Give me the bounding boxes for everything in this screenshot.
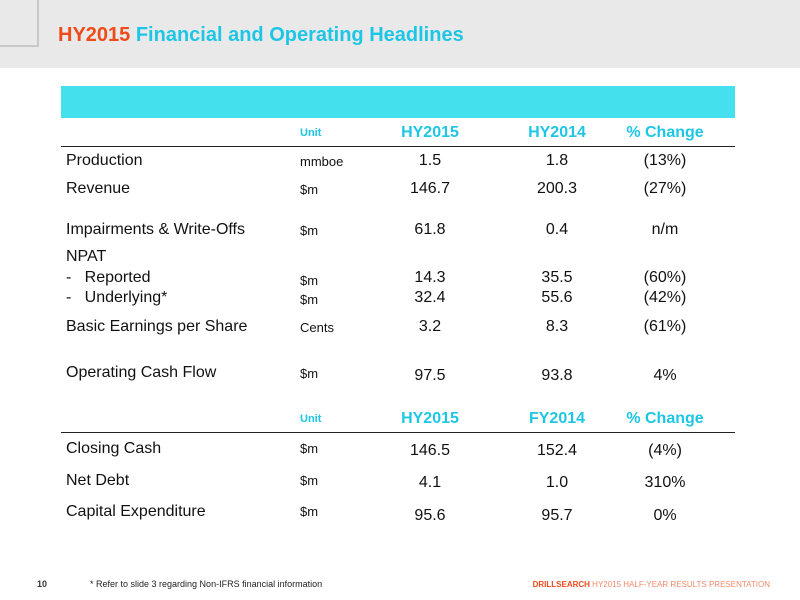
- row-unit-net-debt: $m: [300, 473, 319, 488]
- row-hy2015-underlying: 32.4: [414, 289, 446, 306]
- row-hy2015-closing-cash: 146.5: [409, 442, 451, 459]
- table1-header-col3: % Change: [626, 124, 704, 141]
- row-fy2014-net-debt: 1.0: [545, 474, 569, 491]
- table2-header-col2: FY2014: [528, 410, 586, 427]
- table-banner: [61, 86, 735, 118]
- row-unit-impairments: $m: [300, 223, 319, 238]
- row-change-reported: (60%): [643, 269, 687, 286]
- row-hy2014-production: 1.8: [545, 152, 569, 169]
- table1-header-col1: HY2015: [401, 124, 459, 141]
- row-unit-revenue: $m: [300, 182, 319, 197]
- row-unit-ocf: $m: [300, 366, 319, 381]
- row-hy2015-capex: 95.6: [414, 507, 446, 524]
- row-change-net-debt: 310%: [644, 474, 686, 491]
- row-hy2015-impairments: 61.8: [414, 221, 446, 238]
- row-hy2014-eps: 8.3: [545, 318, 569, 335]
- row-hy2015-revenue: 146.7: [409, 180, 451, 197]
- row-label-closing-cash: Closing Cash: [66, 440, 162, 457]
- table1-header-rule: [61, 146, 735, 147]
- row-hy2014-ocf: 93.8: [541, 367, 573, 384]
- table2-header-rule: [61, 432, 735, 433]
- row-change-impairments: n/m: [651, 221, 679, 238]
- row-hy2014-revenue: 200.3: [536, 180, 578, 197]
- header-band: [0, 0, 800, 68]
- corner-mark-horizontal: [0, 45, 39, 47]
- corner-mark-vertical: [37, 0, 39, 46]
- row-hy2015-net-debt: 4.1: [418, 474, 442, 491]
- row-label-npat: NPAT: [66, 248, 107, 265]
- row-change-capex: 0%: [653, 507, 677, 524]
- row-unit-production: mmboe: [300, 154, 344, 169]
- page-title: HY2015 Financial and Operating Headlines: [58, 24, 464, 47]
- row-label-revenue: Revenue: [66, 180, 131, 197]
- title-main: Financial and Operating Headlines: [130, 24, 464, 46]
- brand-name: DRILLSEARCH: [532, 580, 590, 589]
- row-change-eps: (61%): [643, 318, 687, 335]
- row-label-underlying: - Underlying*: [66, 289, 168, 306]
- row-unit-eps: Cents: [300, 320, 334, 335]
- table1-header-unit: Unit: [300, 127, 322, 139]
- row-label-eps: Basic Earnings per Share: [66, 318, 248, 335]
- row-unit-underlying: $m: [300, 292, 319, 307]
- row-hy2014-reported: 35.5: [541, 269, 573, 286]
- row-fy2014-capex: 95.7: [541, 507, 573, 524]
- row-label-impairments: Impairments & Write-Offs: [66, 221, 245, 238]
- row-label-net-debt: Net Debt: [66, 472, 130, 489]
- row-hy2014-underlying: 55.6: [541, 289, 573, 306]
- row-unit-capex: $m: [300, 504, 319, 519]
- presentation-name: HY2015 HALF-YEAR RESULTS PRESENTATION: [589, 580, 770, 589]
- row-change-ocf: 4%: [653, 367, 677, 384]
- table2-header-col3: % Change: [626, 410, 704, 427]
- row-unit-reported: $m: [300, 273, 319, 288]
- row-unit-closing-cash: $m: [300, 441, 319, 456]
- table2-header-col1: HY2015: [401, 410, 459, 427]
- row-change-closing-cash: (4%): [648, 442, 682, 459]
- row-hy2015-ocf: 97.5: [414, 367, 446, 384]
- row-label-reported: - Reported: [66, 269, 151, 286]
- row-change-revenue: (27%): [643, 180, 687, 197]
- row-change-underlying: (42%): [643, 289, 687, 306]
- row-hy2015-production: 1.5: [418, 152, 442, 169]
- row-hy2015-reported: 14.3: [414, 269, 446, 286]
- footnote: * Refer to slide 3 regarding Non-IFRS fi…: [90, 579, 323, 589]
- row-label-ocf: Operating Cash Flow: [66, 364, 217, 381]
- table2-header-unit: Unit: [300, 413, 322, 425]
- brand-footer: DRILLSEARCH HY2015 HALF-YEAR RESULTS PRE…: [533, 580, 770, 589]
- row-change-production: (13%): [643, 152, 687, 169]
- table1-header-col2: HY2014: [528, 124, 586, 141]
- row-label-production: Production: [66, 152, 143, 169]
- row-hy2015-eps: 3.2: [418, 318, 442, 335]
- row-label-capex: Capital Expenditure: [66, 503, 206, 520]
- page-number: 10: [37, 579, 48, 589]
- row-fy2014-closing-cash: 152.4: [536, 442, 578, 459]
- title-accent: HY2015: [58, 24, 131, 46]
- row-hy2014-impairments: 0.4: [545, 221, 569, 238]
